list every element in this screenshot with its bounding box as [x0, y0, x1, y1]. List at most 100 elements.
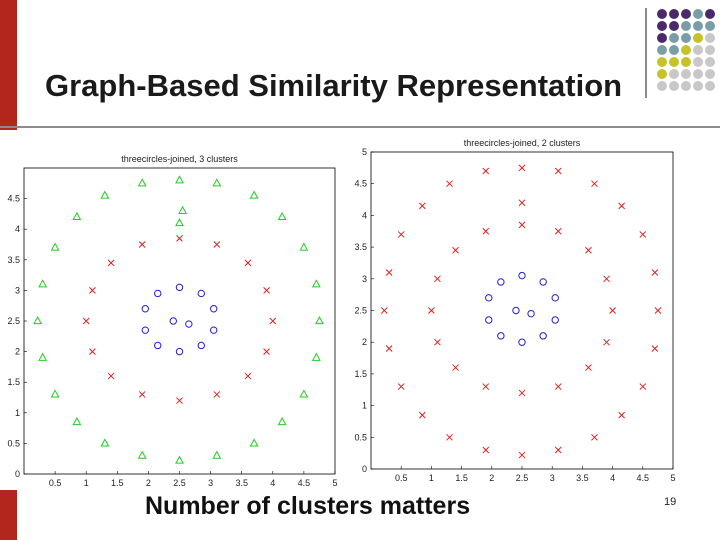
data-point: [178, 205, 188, 214]
data-point: [385, 345, 393, 352]
data-point: [554, 383, 562, 390]
decor-dot: [693, 33, 703, 43]
data-point: [418, 202, 426, 210]
data-point: [434, 338, 441, 346]
decor-dot: [657, 9, 667, 19]
decor-dot: [657, 21, 667, 31]
red-accent-bar-bottom: [0, 490, 17, 540]
data-point: [138, 241, 146, 248]
data-point: [277, 211, 287, 221]
data-point: [482, 446, 490, 454]
x-tick-label: 4.5: [637, 473, 650, 483]
data-point: [213, 391, 221, 398]
data-point: [100, 438, 110, 447]
data-point: [603, 338, 610, 346]
decor-dot: [705, 33, 715, 43]
y-tick-label: 0.5: [354, 432, 367, 442]
x-tick-label: 3: [550, 473, 555, 483]
data-point: [263, 287, 270, 294]
y-tick-label: 2.5: [7, 316, 20, 326]
data-point: [185, 320, 193, 328]
data-point: [551, 294, 559, 302]
scatter-chart-2-clusters: threecircles-joined, 2 clusters 0.5 1 1.5 2 2…: [354, 138, 675, 483]
data-point: [244, 372, 252, 380]
data-point: [175, 283, 184, 292]
data-point: [50, 389, 60, 398]
y-tick-label: 1: [15, 408, 20, 418]
data-point: [212, 450, 222, 459]
data-point: [100, 190, 110, 199]
title-underline: [0, 126, 720, 128]
y-tick-label: 2: [362, 337, 367, 347]
x-tick-label: 1.5: [111, 478, 124, 488]
data-point: [651, 269, 659, 276]
x-tick-label: 2.5: [516, 473, 529, 483]
x-tick-label: 5: [670, 473, 675, 483]
decor-dot: [669, 45, 679, 55]
data-point: [299, 242, 309, 251]
data-point: [138, 391, 146, 398]
data-point: [38, 352, 48, 361]
y-tick-label: 4.5: [354, 179, 367, 189]
data-point: [585, 364, 592, 371]
data-point: [485, 294, 493, 302]
chart-title: threecircles-joined, 3 clusters: [121, 154, 238, 164]
data-point: [482, 227, 490, 235]
data-point: [315, 315, 324, 325]
data-point: [169, 317, 177, 325]
data-point: [639, 231, 647, 238]
data-point: [518, 199, 526, 207]
data-point: [428, 307, 435, 314]
data-point: [434, 275, 441, 283]
y-tick-label: 2.5: [354, 306, 367, 316]
data-point: [175, 175, 184, 184]
y-tick-label: 2: [15, 347, 20, 357]
vertical-rule: [645, 8, 647, 98]
data-point: [154, 341, 162, 350]
data-point: [446, 180, 453, 188]
data-point: [210, 305, 218, 313]
data-point: [651, 345, 659, 352]
slide-subtitle: Number of clusters matters: [145, 492, 471, 520]
decor-dot: [681, 57, 691, 67]
y-tick-label: 0.5: [7, 438, 20, 448]
y-tick-label: 4.5: [7, 194, 20, 204]
y-tick-label: 3.5: [7, 255, 20, 265]
data-point: [210, 326, 218, 334]
chart-title: threecircles-joined, 2 clusters: [464, 138, 581, 148]
data-point: [591, 433, 598, 441]
data-point: [175, 347, 184, 356]
data-point: [554, 167, 562, 175]
decor-dot: [681, 33, 691, 43]
x-tick-label: 0.5: [49, 478, 62, 488]
decor-dot: [693, 69, 703, 79]
data-point: [244, 259, 252, 267]
data-point: [137, 178, 147, 187]
y-tick-label: 1.5: [7, 377, 20, 387]
data-point: [154, 289, 162, 298]
data-point: [482, 167, 490, 175]
decor-dot: [669, 9, 679, 19]
data-point: [518, 164, 526, 172]
data-point: [539, 332, 547, 340]
data-point: [107, 372, 115, 380]
data-point: [176, 235, 183, 242]
y-tick-label: 3: [362, 274, 367, 284]
data-point: [249, 438, 259, 447]
data-point: [175, 455, 184, 464]
data-point: [654, 307, 662, 314]
data-point: [418, 411, 426, 419]
decor-dot: [669, 33, 679, 43]
x-tick-label: 2: [489, 473, 494, 483]
data-point: [82, 317, 90, 325]
data-point: [38, 279, 48, 288]
y-tick-label: 4: [362, 210, 367, 220]
data-point: [141, 326, 149, 334]
data-point: [482, 383, 490, 390]
x-tick-label: 2.5: [173, 478, 186, 488]
x-tick-label: 1.5: [455, 473, 468, 483]
data-point: [618, 411, 626, 419]
decor-dot: [693, 57, 703, 67]
decor-dot: [681, 21, 691, 31]
data-point: [639, 383, 647, 390]
